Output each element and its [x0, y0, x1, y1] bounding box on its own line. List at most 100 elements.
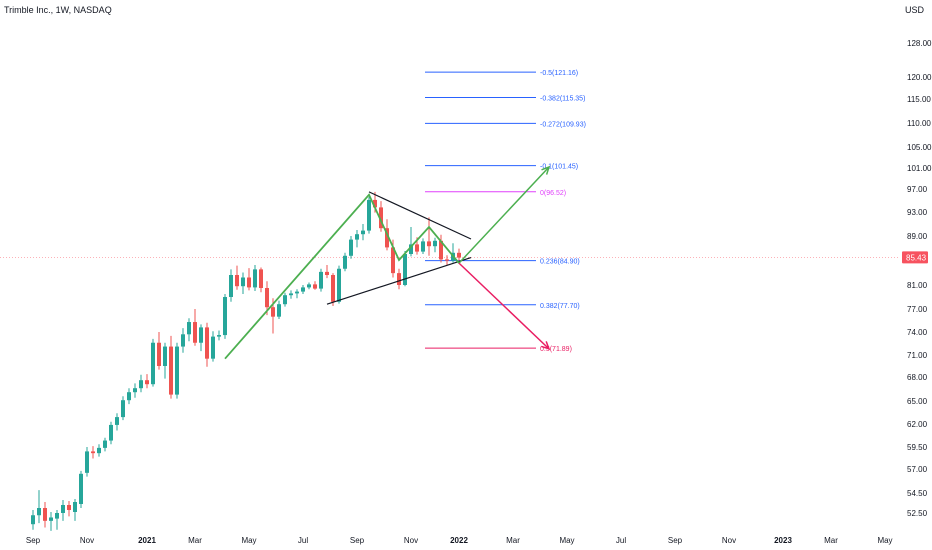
- candle-body-2: [43, 508, 47, 521]
- y-tick-label-12: 74.00: [907, 328, 928, 337]
- y-tick-label-0: 128.00: [907, 39, 932, 48]
- y-tick-label-14: 68.00: [907, 373, 928, 382]
- y-tick-label-11: 77.00: [907, 305, 928, 314]
- candle-body-67: [433, 240, 437, 247]
- projection-up-arrow-line: [458, 166, 550, 264]
- currency-code: USD: [904, 5, 924, 15]
- fib-label-0: -0.5(121.16): [540, 70, 578, 77]
- y-tick-label-4: 105.00: [907, 143, 932, 152]
- x-tick-label-1: Nov: [80, 536, 94, 545]
- x-tick-label-8: 2022: [450, 536, 468, 545]
- candle-body-68: [439, 240, 443, 260]
- y-tick-label-2: 115.00: [907, 95, 931, 104]
- candle-body-64: [415, 244, 419, 252]
- candle-body-36: [247, 277, 251, 288]
- triangle-lower-line: [326, 257, 472, 305]
- projection-down-arrow-line: [458, 262, 550, 350]
- fib-label-4: 0(96.52): [540, 190, 566, 197]
- axes: 128.00 120.00 115.00 110.00 105.00 101.00 97.0…: [26, 39, 932, 545]
- candle-body-65: [421, 241, 425, 252]
- currency-label[interactable]: USD: [905, 5, 924, 15]
- candle-body-61: [397, 273, 401, 285]
- candle-body-16: [127, 392, 131, 401]
- candle-body-12: [103, 440, 107, 448]
- candle-body-63: [409, 244, 413, 254]
- projection-up-arrow-head: [541, 165, 551, 175]
- x-tick-label-9: Mar: [506, 536, 520, 545]
- y-tick-label-5: 101.00: [907, 164, 932, 173]
- x-tick-label-15: Mar: [824, 536, 838, 545]
- x-tick-label-5: Jul: [298, 536, 308, 545]
- candle-body-41: [277, 304, 281, 317]
- candle-body-58: [379, 207, 383, 229]
- y-tick-label-17: 59.50: [907, 443, 928, 452]
- candle-body-9: [85, 451, 89, 473]
- candle-body-0: [31, 515, 35, 525]
- x-tick-label-3: Mar: [188, 536, 202, 545]
- candle-body-39: [265, 288, 269, 308]
- x-tick-label-10: May: [559, 536, 574, 545]
- candle-body-33: [229, 275, 233, 297]
- candle-body-22: [163, 346, 167, 366]
- chart-title: Trimble Inc., 1W, NASDAQ: [4, 5, 112, 15]
- candle-body-69: [445, 259, 449, 261]
- candle-body-19: [145, 380, 149, 385]
- y-tick-label-7: 93.00: [907, 208, 928, 217]
- candle-body-44: [295, 291, 299, 294]
- candle-body-31: [217, 335, 221, 337]
- last-price-badge: [902, 251, 928, 264]
- candle-body-53: [349, 239, 353, 256]
- y-tick-label-6: 97.00: [907, 185, 928, 194]
- y-tick-label-1: 120.00: [907, 73, 932, 82]
- candle-body-32: [223, 297, 227, 336]
- candle-body-7: [73, 502, 77, 512]
- x-tick-label-2: 2021: [138, 536, 156, 545]
- y-tick-label-20: 52.50: [907, 509, 928, 518]
- candle-body-42: [283, 295, 287, 305]
- candle-body-46: [307, 284, 311, 288]
- candle-body-8: [79, 473, 83, 504]
- candle-body-55: [361, 230, 365, 235]
- x-tick-label-4: May: [241, 536, 256, 545]
- x-tick-label-0: Sep: [26, 536, 41, 545]
- y-tick-label-19: 54.50: [907, 489, 928, 498]
- candle-body-3: [49, 517, 53, 521]
- candle-body-23: [169, 346, 173, 395]
- candle-body-4: [55, 513, 59, 519]
- x-tick-label-13: Nov: [722, 536, 736, 545]
- candle-body-20: [151, 342, 155, 385]
- candle-body-6: [67, 505, 71, 510]
- candle-body-48: [319, 271, 323, 289]
- candle-body-54: [355, 234, 359, 240]
- candle-body-17: [133, 388, 137, 393]
- candle-body-1: [37, 508, 41, 516]
- candle-body-34: [235, 275, 239, 287]
- y-tick-label-15: 65.00: [907, 397, 928, 406]
- candle-body-38: [259, 269, 263, 288]
- projection-down-arrow-head: [541, 341, 551, 351]
- x-tick-label-6: Sep: [350, 536, 365, 545]
- candle-body-21: [157, 342, 161, 366]
- x-tick-label-7: Nov: [404, 536, 418, 545]
- candle-body-11: [97, 447, 101, 454]
- fib-label-6: 0.382(77.70): [540, 303, 580, 310]
- drawings: [224, 165, 551, 360]
- fib-levels: -0.5(121.16) -0.382(115.35) -0.272(109.93)…: [0, 70, 900, 353]
- fib-label-2: -0.272(109.93): [540, 121, 586, 128]
- candle-body-50: [331, 275, 335, 302]
- candle-body-49: [325, 271, 329, 275]
- candle-body-43: [289, 293, 293, 296]
- candle-body-15: [121, 400, 125, 418]
- candle-body-18: [139, 380, 143, 389]
- candle-body-5: [61, 505, 65, 513]
- x-tick-label-14: 2023: [774, 536, 792, 545]
- candle-body-56: [367, 199, 371, 231]
- candle-body-47: [313, 284, 317, 289]
- candle-body-27: [193, 322, 197, 343]
- x-tick-label-11: Jul: [616, 536, 626, 545]
- y-tick-label-13: 71.00: [907, 351, 928, 360]
- candle-body-66: [427, 241, 431, 247]
- candle-body-45: [301, 287, 305, 292]
- fib-label-1: -0.382(115.35): [540, 95, 585, 102]
- candle-body-10: [91, 451, 95, 454]
